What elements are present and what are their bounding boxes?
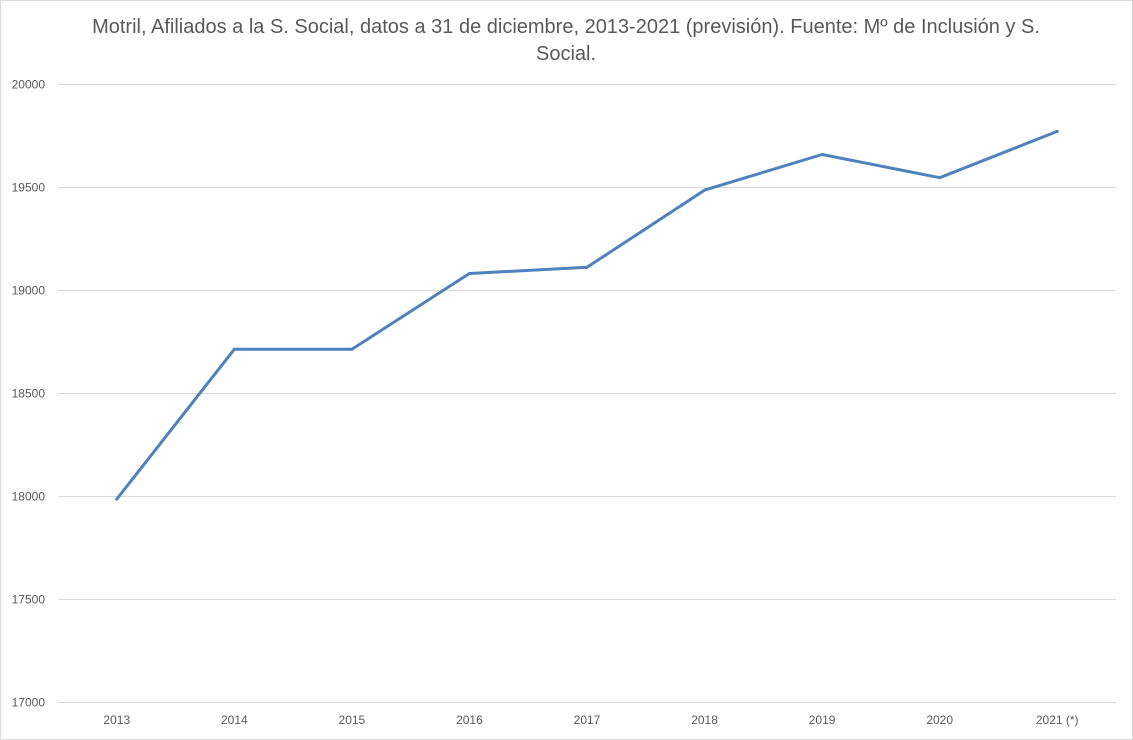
chart-title: Motril, Afiliados a la S. Social, datos … [92,16,1040,65]
y-tick-label: 19500 [12,181,46,195]
x-axis: 2013 2014 2015 2016 2017 2018 2019 2020 2021 (*) [103,713,1078,727]
data-point [232,347,236,351]
y-axis: 17000 17500 18000 18500 19000 19500 20000 [12,78,46,710]
data-point [350,347,354,351]
y-tick-label: 17500 [12,593,46,607]
x-tick-label: 2017 [574,713,601,727]
data-point [703,188,707,192]
data-point [115,497,119,501]
x-tick-label: 2016 [456,713,483,727]
x-tick-label: 2021 (*) [1036,713,1079,727]
y-tick-label: 17000 [12,696,46,710]
data-point [467,272,471,276]
gridlines [58,84,1116,703]
data-point [1055,129,1059,133]
x-tick-label: 2019 [809,713,836,727]
data-point [585,265,589,269]
y-tick-label: 18000 [12,490,46,504]
series-layer [115,129,1059,501]
x-tick-label: 2014 [221,713,248,727]
x-tick-label: 2013 [103,713,130,727]
y-tick-label: 19000 [12,284,46,298]
data-point [938,176,942,180]
x-tick-label: 2015 [339,713,366,727]
x-tick-label: 2020 [926,713,953,727]
y-tick-label: 18500 [12,387,46,401]
y-tick-label: 20000 [12,78,46,92]
data-point [820,152,824,156]
series-line [115,129,1059,501]
x-tick-label: 2018 [691,713,718,727]
